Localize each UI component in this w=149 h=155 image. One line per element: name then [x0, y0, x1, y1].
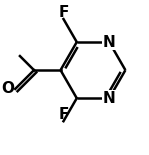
Text: O: O [1, 81, 14, 96]
Text: N: N [103, 35, 116, 50]
Text: F: F [58, 5, 69, 20]
Text: F: F [58, 107, 69, 122]
Text: N: N [103, 91, 116, 106]
